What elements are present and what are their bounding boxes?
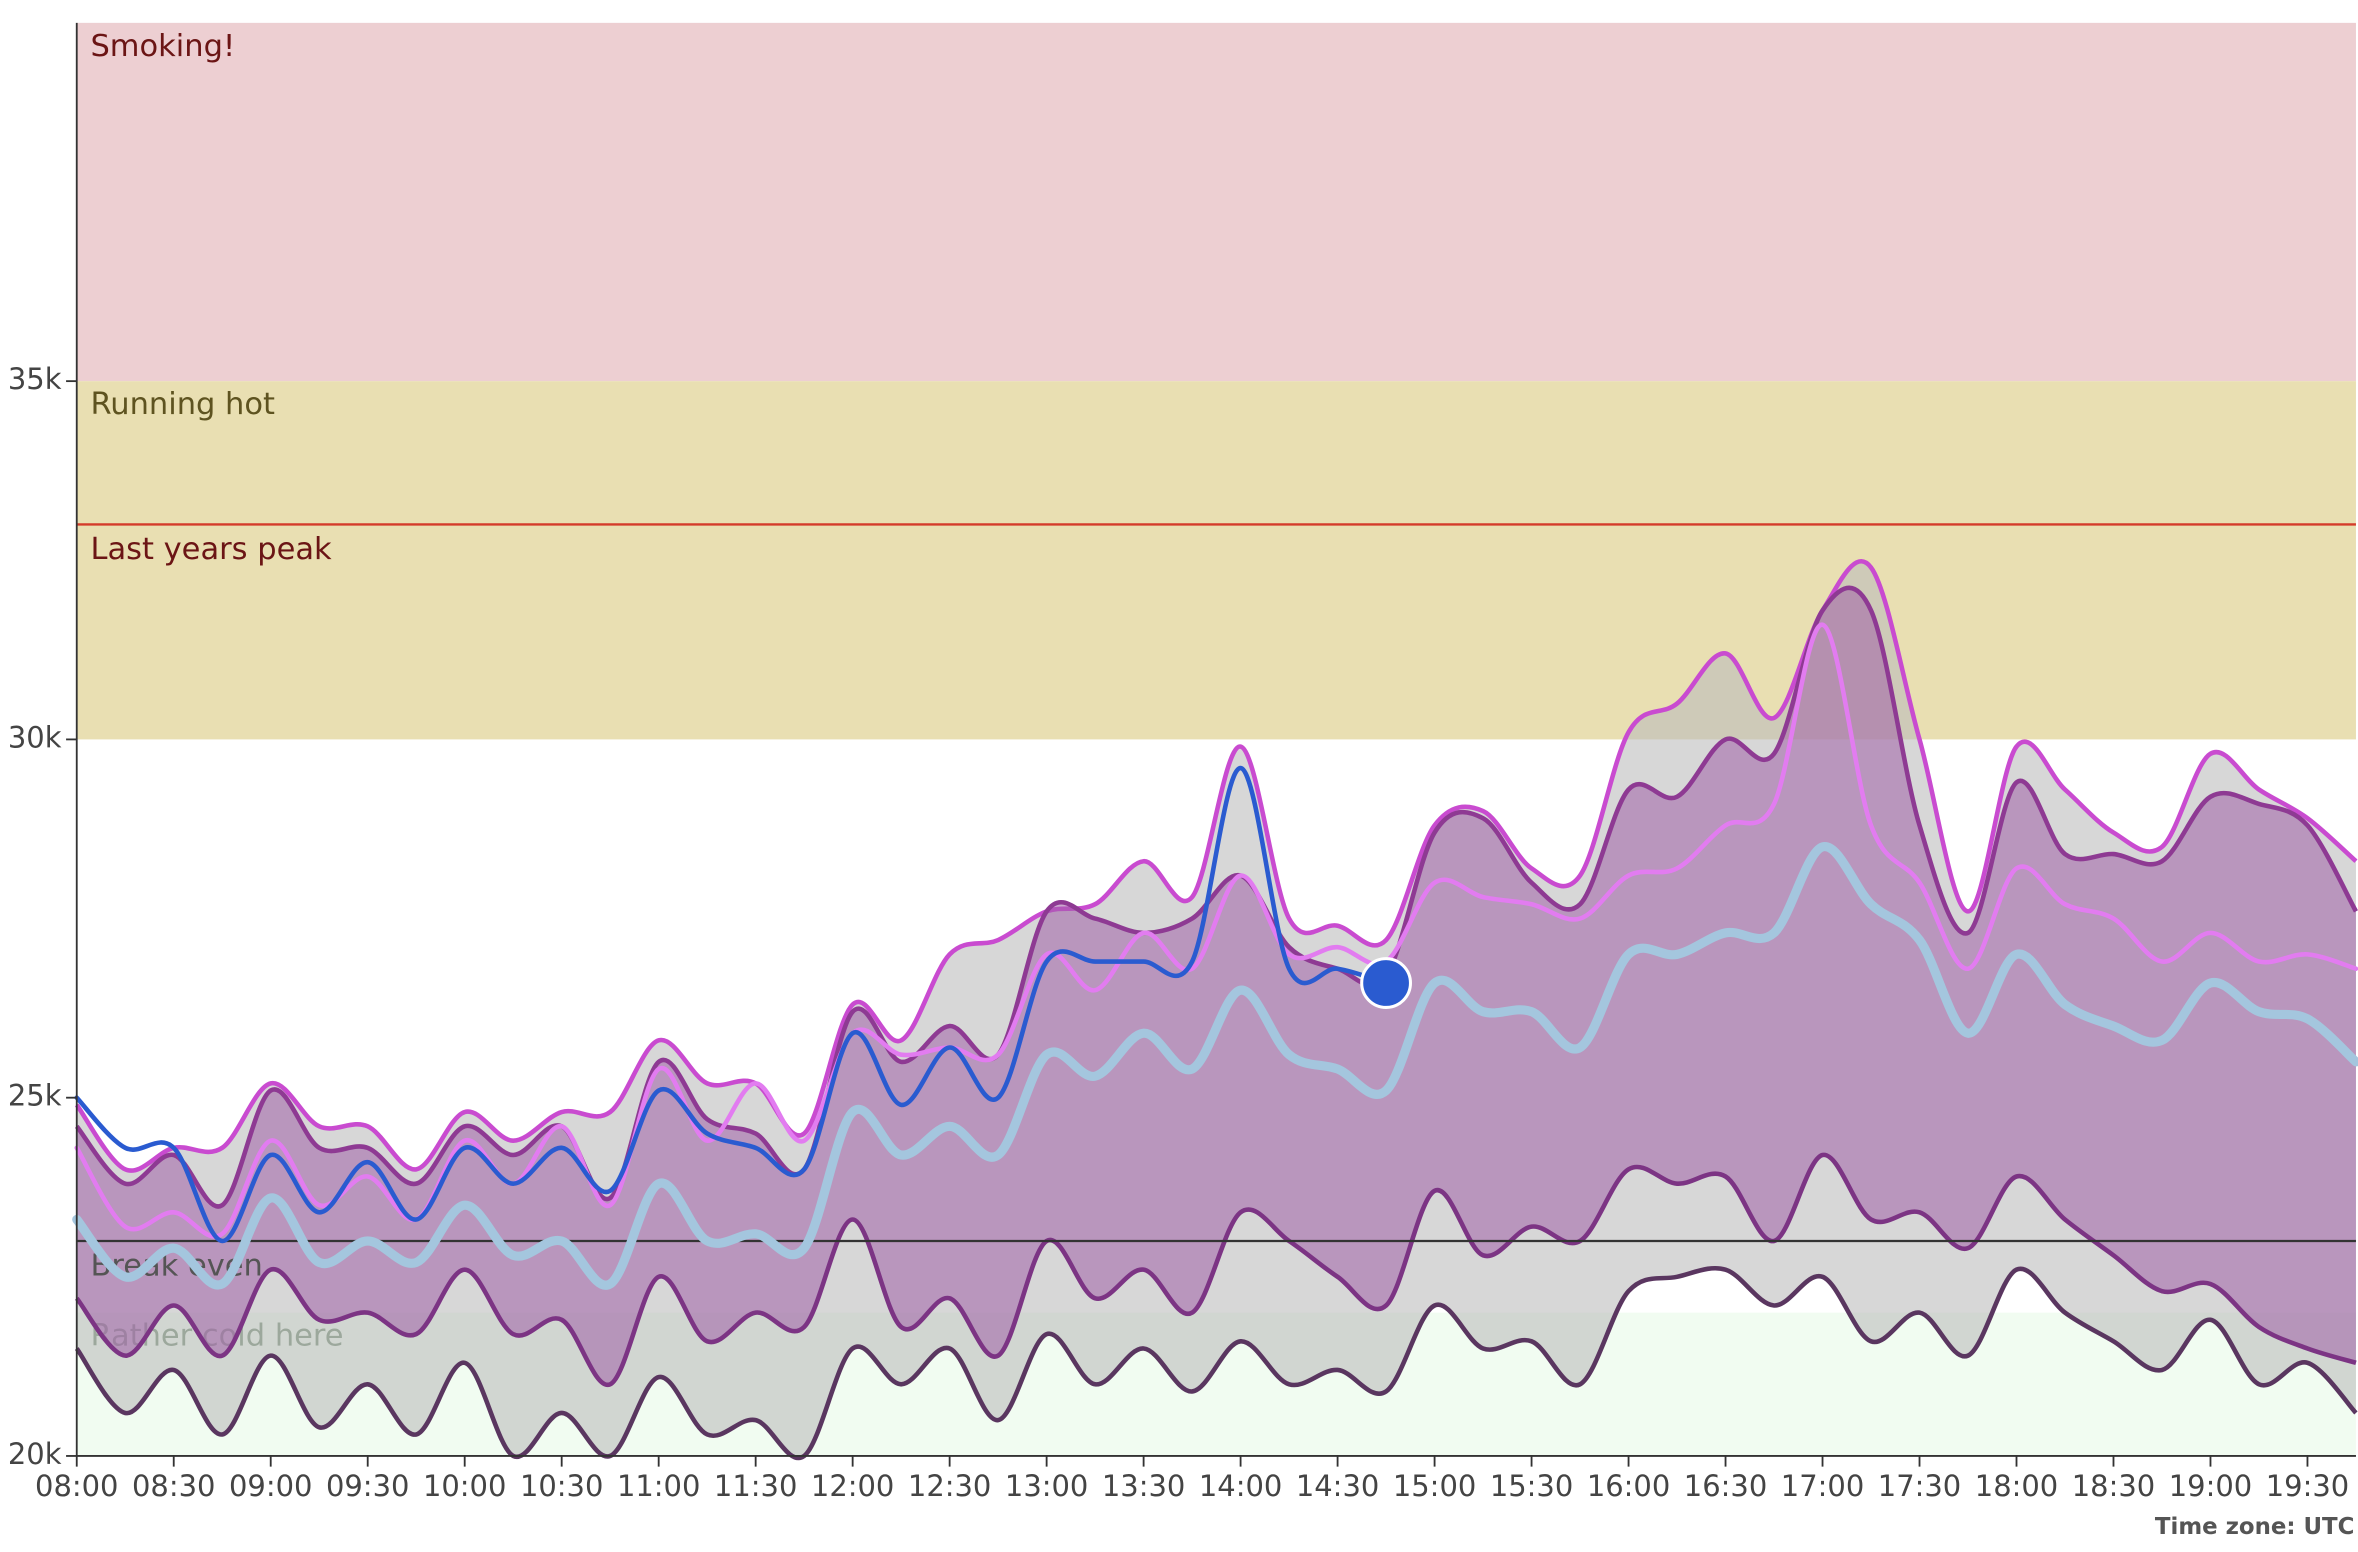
x-tick-label: 14:00 — [1199, 1469, 1282, 1503]
area — [76, 587, 2356, 1385]
x-tick-label: 15:00 — [1393, 1469, 1476, 1503]
area-upper-line — [74, 559, 2358, 1173]
band — [76, 381, 2356, 740]
x-tick-label: 09:30 — [326, 1469, 409, 1503]
line — [74, 765, 1389, 1244]
x-tick-label: 18:00 — [1975, 1469, 2058, 1503]
x-tick-label: 12:00 — [811, 1469, 894, 1503]
x-tick-label: 08:00 — [35, 1469, 118, 1503]
band — [76, 22, 2356, 382]
line — [72, 842, 2358, 1290]
y-tick-label: 35k — [8, 362, 62, 396]
x-tick-label: 17:30 — [1878, 1469, 1961, 1503]
y-tick-label: 20k — [8, 1437, 62, 1471]
area-lower-line — [74, 1152, 2357, 1387]
end-marker — [1360, 957, 1412, 1009]
footnote: Time zone: UTC — [2155, 1514, 2355, 1540]
x-tick-label: 13:00 — [1005, 1469, 1088, 1503]
x-tick-label: 08:30 — [132, 1469, 215, 1503]
x-tick-label: 15:30 — [1490, 1469, 1573, 1503]
x-tick-label: 16:30 — [1684, 1469, 1767, 1503]
bands: Smoking!Running hotRather cold here — [76, 22, 2356, 1456]
reference-label: Last years peak — [90, 532, 332, 567]
x-tick-label: 16:00 — [1587, 1469, 1670, 1503]
band-label: Smoking! — [90, 29, 235, 64]
band-label: Running hot — [90, 387, 275, 422]
x-tick-label: 14:30 — [1296, 1469, 1379, 1503]
x-tick-label: 10:30 — [520, 1469, 603, 1503]
x-tick-label: 10:00 — [423, 1469, 506, 1503]
area-upper-line — [74, 585, 2358, 1209]
x-tick-label: 12:30 — [908, 1469, 991, 1503]
x-tick-label: 11:00 — [617, 1469, 700, 1503]
x-tick-label: 09:00 — [229, 1469, 312, 1503]
area-lower-line — [74, 1265, 2358, 1461]
line — [74, 622, 2358, 1239]
axes: 20k 25k 30k 35k 08:00 08:30 09:00 09:30 10:00 10:… — [8, 22, 2356, 1503]
y-tick-label: 25k — [8, 1079, 62, 1113]
x-tick-label: 19:00 — [2169, 1469, 2252, 1503]
x-tick-label: 13:30 — [1102, 1469, 1185, 1503]
x-tick-label: 19:30 — [2266, 1469, 2349, 1503]
x-tick-label: 18:30 — [2072, 1469, 2155, 1503]
x-tick-label: 17:00 — [1781, 1469, 1864, 1503]
y-tick-label: 30k — [8, 720, 62, 754]
x-tick-label: 11:30 — [714, 1469, 797, 1503]
